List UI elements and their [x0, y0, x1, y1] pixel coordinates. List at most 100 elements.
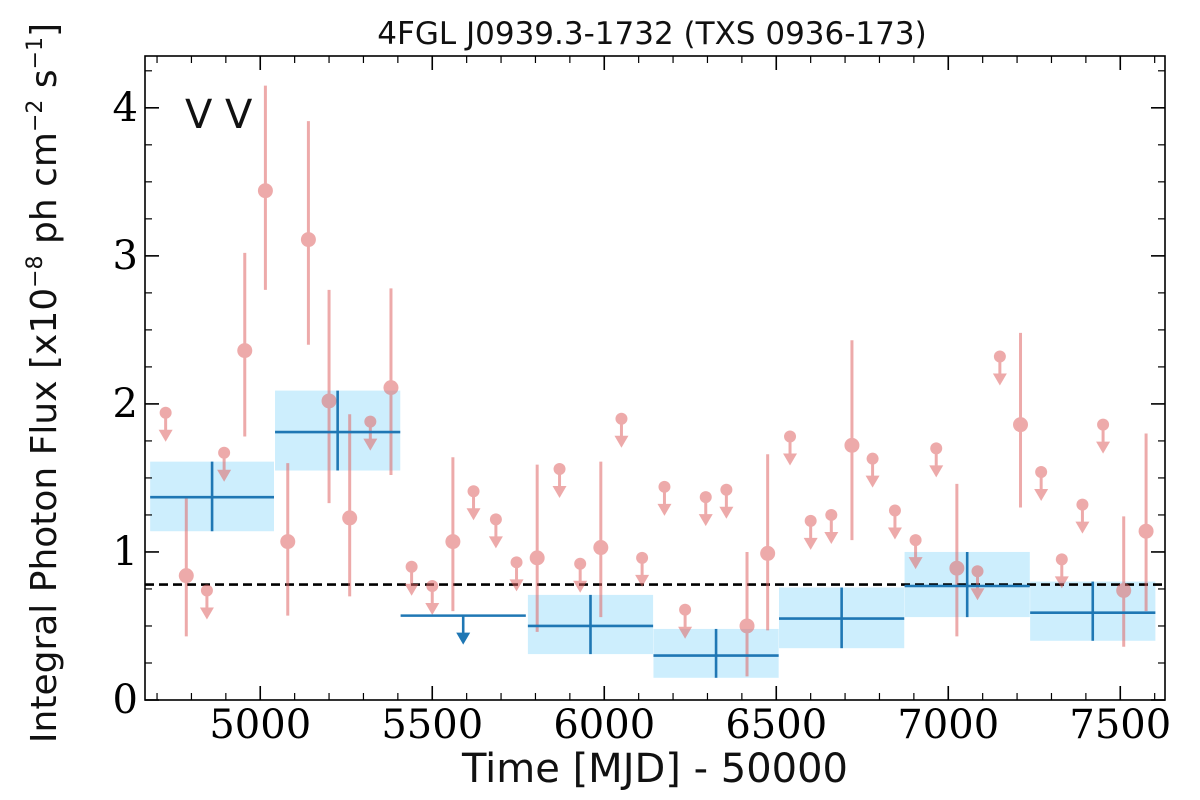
- red-point-16: [488, 513, 503, 549]
- red-point-5: [257, 85, 273, 290]
- data-marker: [593, 540, 609, 556]
- plot-area: [145, 85, 1165, 678]
- bin-point-7: [1030, 581, 1156, 641]
- red-point-9: [342, 414, 358, 597]
- red-point-13: [425, 580, 440, 616]
- x-axis-label: Time [MJD] - 50000: [461, 746, 848, 792]
- y-tick-label: 3: [113, 233, 138, 279]
- upper-limit-arrow: [199, 607, 214, 620]
- bin-point-0: [150, 461, 275, 532]
- red-point-45: [1096, 418, 1111, 454]
- upper-limit-marker: [720, 483, 733, 496]
- upper-limit-arrow: [865, 475, 880, 488]
- red-point-4: [237, 252, 253, 437]
- data-marker: [178, 568, 194, 584]
- red-point-8: [321, 289, 337, 504]
- red-point-33: [844, 340, 860, 541]
- data-marker: [383, 380, 399, 396]
- chart-title: 4FGL J0939.3-1732 (TXS 0936-173): [377, 16, 926, 52]
- red-point-11: [383, 288, 399, 475]
- upper-limit-marker: [930, 442, 943, 455]
- upper-limit-marker: [971, 565, 984, 578]
- upper-limit-arrow: [992, 373, 1007, 386]
- data-marker: [257, 183, 273, 199]
- upper-limit-marker: [658, 480, 671, 493]
- y-axis-label: Integral Photon Flux [x10−8 ph cm−2 s−1]: [23, 23, 65, 743]
- red-point-15: [466, 485, 481, 521]
- upper-limit-arrow: [887, 527, 902, 540]
- upper-limit-arrow: [803, 537, 818, 550]
- x-tick-label: 5500: [381, 702, 483, 748]
- upper-limit-marker: [804, 514, 817, 527]
- data-marker: [237, 343, 253, 359]
- red-point-23: [635, 551, 650, 587]
- data-marker: [280, 534, 296, 550]
- red-point-37: [929, 442, 944, 478]
- red-point-20: [573, 557, 588, 593]
- bin-point-4: [653, 628, 779, 678]
- red-point-14: [445, 457, 461, 612]
- data-marker: [760, 545, 776, 561]
- upper-limit-marker: [909, 534, 922, 547]
- upper-limit-marker: [1097, 418, 1110, 431]
- upper-limit-arrow: [217, 469, 232, 482]
- data-marker: [529, 550, 545, 566]
- x-tick-label: 5000: [209, 702, 311, 748]
- red-point-3: [217, 446, 232, 482]
- upper-limit-marker: [1055, 553, 1068, 566]
- bin-point-5: [779, 587, 905, 649]
- red-point-44: [1075, 498, 1090, 534]
- data-marker: [342, 510, 358, 526]
- upper-limit-arrow: [824, 531, 839, 544]
- data-marker: [300, 232, 316, 248]
- red-point-26: [698, 491, 713, 527]
- upper-limit-arrow: [719, 506, 734, 519]
- upper-limit-marker: [825, 508, 838, 521]
- upper-limit-arrow: [783, 453, 798, 466]
- red-point-35: [887, 504, 902, 540]
- red-point-36: [908, 534, 923, 570]
- upper-limit-marker: [888, 504, 901, 517]
- upper-limit-marker: [1076, 498, 1089, 511]
- data-marker: [844, 437, 860, 453]
- upper-limit-marker: [993, 350, 1006, 363]
- upper-limit-marker: [784, 430, 797, 443]
- upper-limit-marker: [615, 412, 628, 425]
- x-tick-label: 6500: [725, 702, 827, 748]
- upper-limit-arrow: [614, 435, 629, 448]
- data-marker: [1013, 417, 1029, 433]
- red-point-24: [657, 480, 672, 516]
- bin-point-2: [400, 614, 526, 645]
- upper-limit-marker: [364, 415, 377, 428]
- upper-limit-arrow: [1034, 489, 1049, 502]
- red-point-46: [1116, 516, 1132, 647]
- red-point-18: [529, 464, 545, 632]
- red-point-29: [760, 454, 776, 631]
- upper-limit-arrow: [552, 486, 567, 499]
- legend-blue-marker: V: [185, 92, 213, 138]
- upper-limit-marker: [679, 603, 692, 616]
- upper-limit-marker: [553, 463, 566, 476]
- upper-limit-arrow: [573, 580, 588, 593]
- red-point-32: [824, 508, 839, 544]
- upper-limit-arrow: [1075, 521, 1090, 534]
- upper-limit-arrow: [158, 429, 173, 442]
- upper-limit-arrow: [456, 632, 471, 645]
- bin-point-3: [527, 594, 654, 655]
- upper-limit-marker: [159, 406, 172, 419]
- y-tick-label: 4: [113, 85, 138, 131]
- upper-limit-marker: [574, 557, 587, 570]
- red-point-21: [593, 461, 609, 618]
- red-point-12: [404, 560, 419, 596]
- red-point-42: [1034, 466, 1049, 502]
- data-marker: [739, 618, 755, 634]
- upper-limit-arrow: [1054, 576, 1069, 589]
- red-point-47: [1138, 433, 1154, 612]
- upper-limit-arrow: [908, 557, 923, 570]
- upper-limit-marker: [699, 491, 712, 504]
- upper-limit-arrow: [657, 503, 672, 516]
- red-point-19: [552, 463, 567, 499]
- y-tick-label: 2: [113, 381, 138, 427]
- plot-frame: [144, 55, 1166, 701]
- upper-limit-marker: [200, 584, 213, 597]
